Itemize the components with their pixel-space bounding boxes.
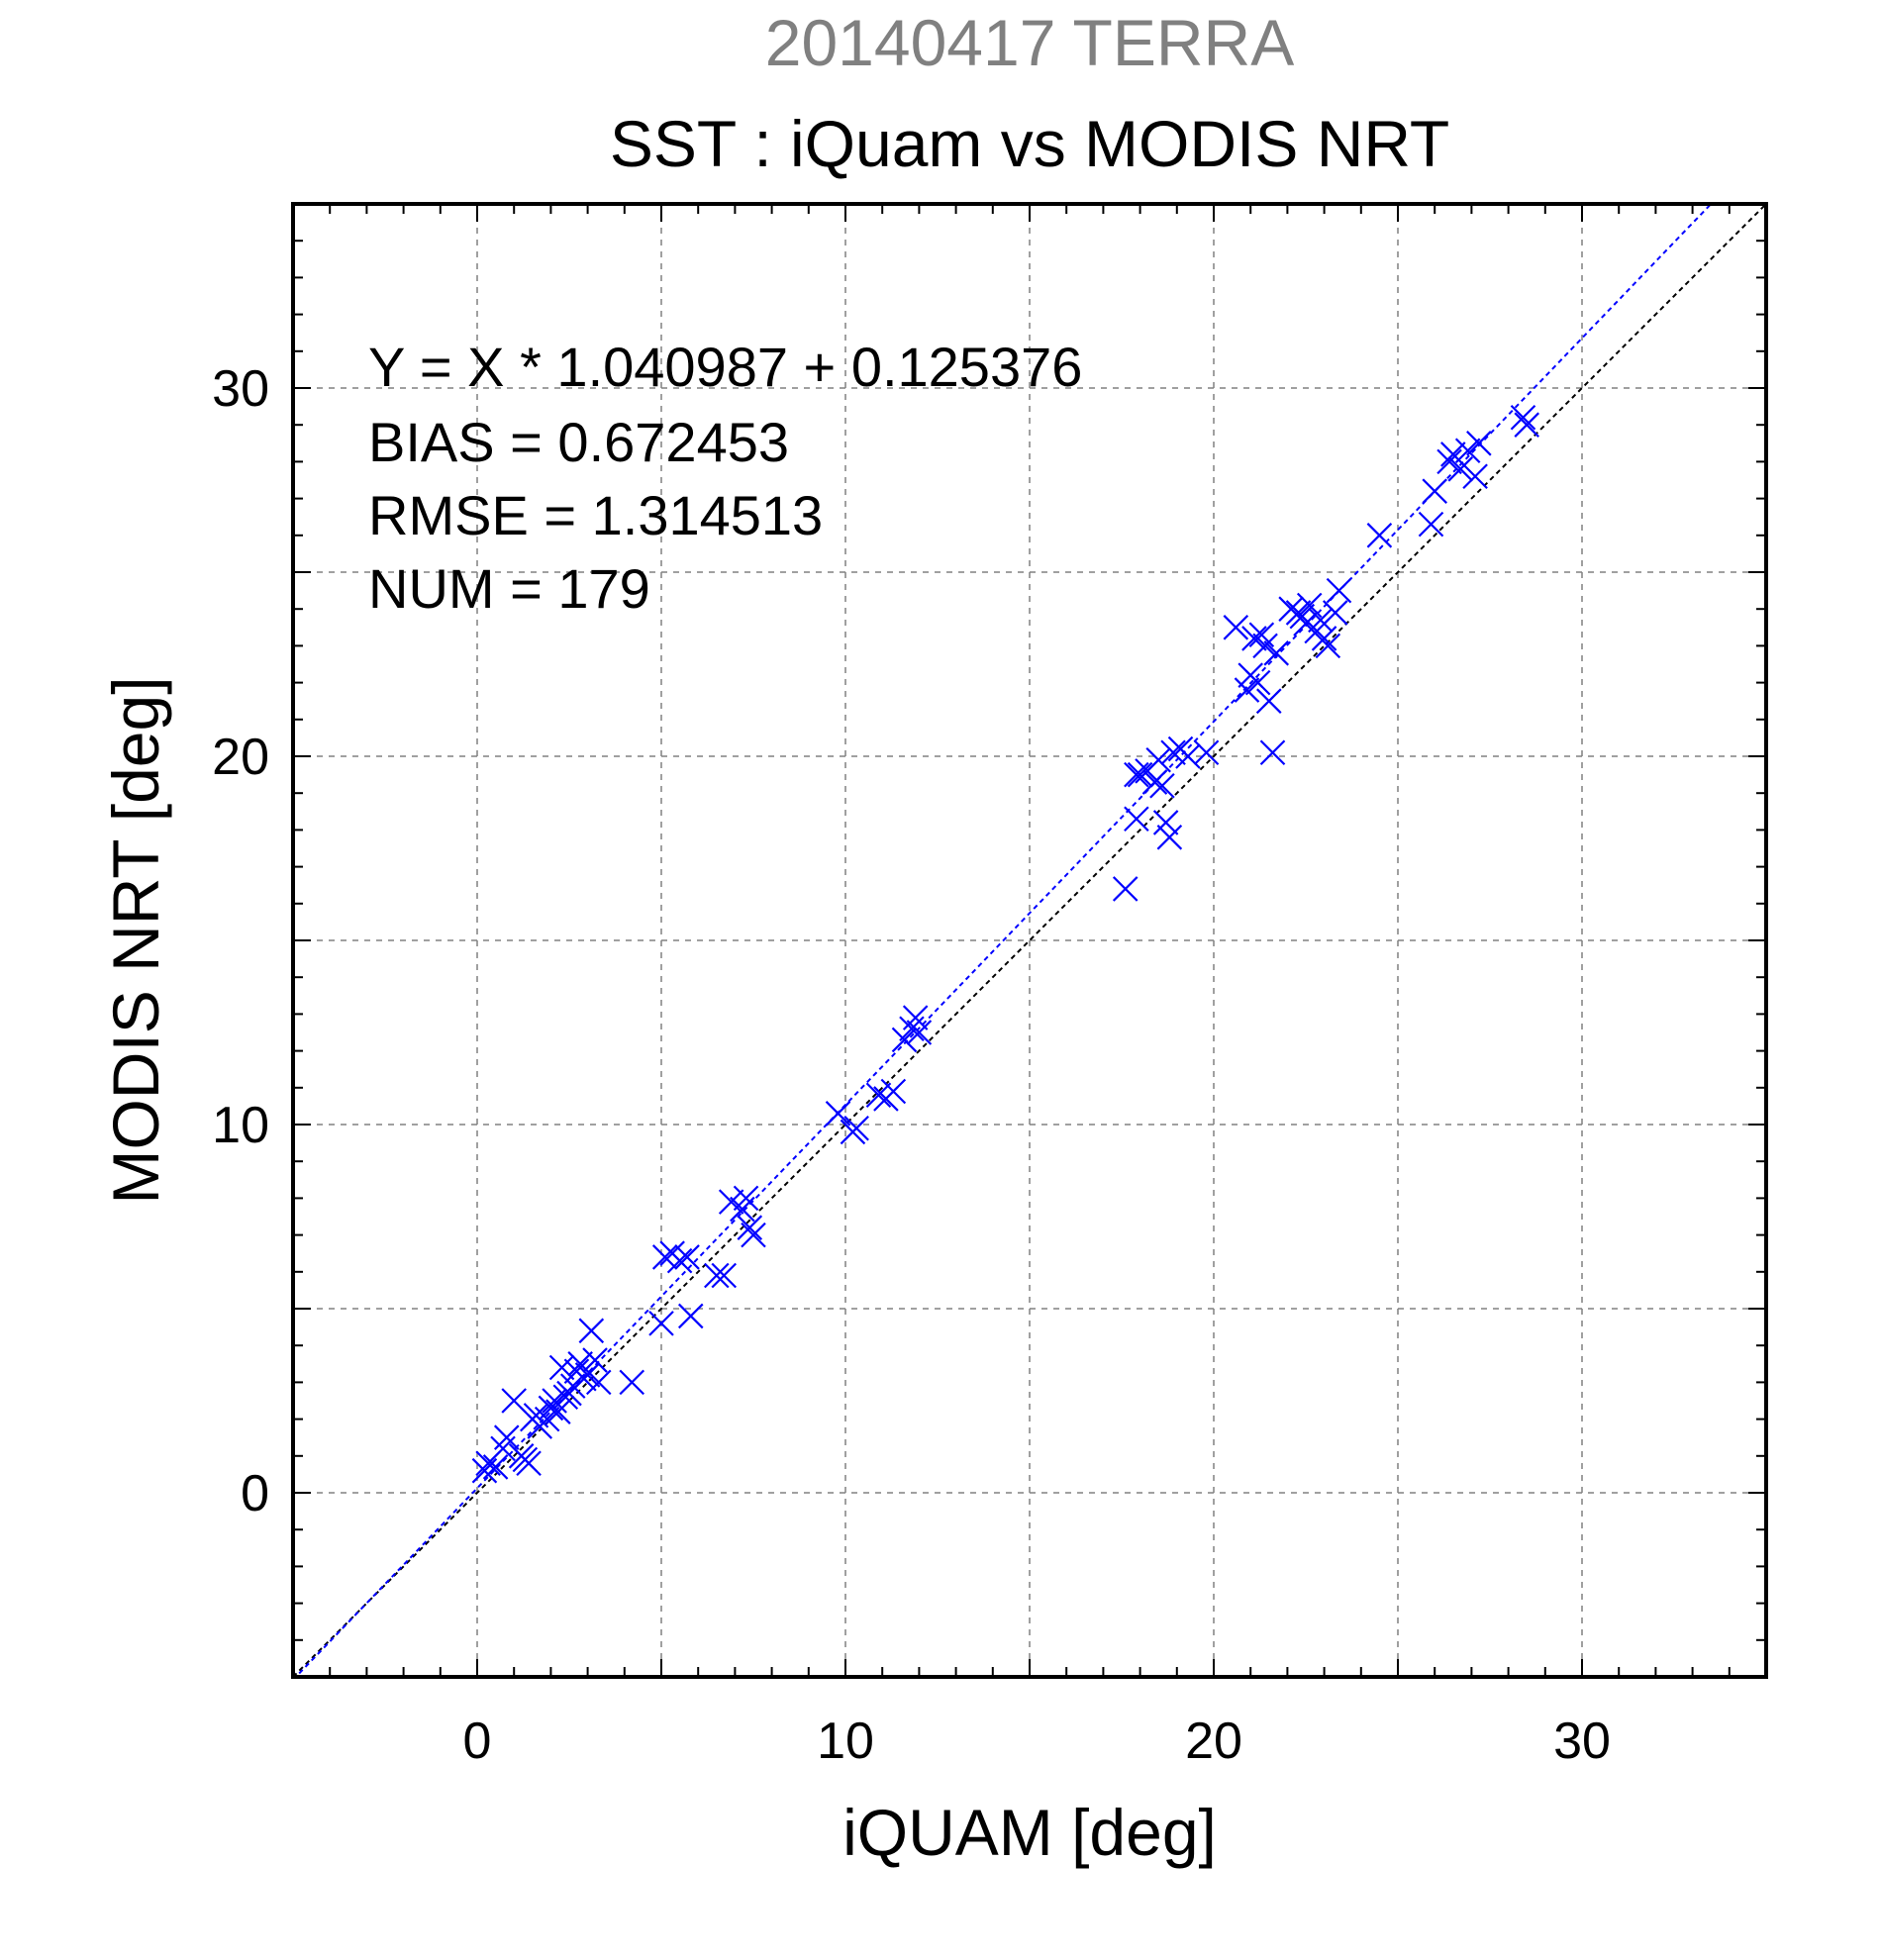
data-point (1436, 448, 1462, 475)
data-point (1112, 876, 1138, 902)
data-point (1141, 769, 1168, 795)
data-point (711, 1262, 738, 1289)
bias-value: BIAS = 0.672453 (368, 411, 789, 473)
data-point (1149, 772, 1175, 799)
y-tick-label: 0 (241, 1465, 269, 1522)
data-point (1440, 441, 1466, 467)
data-point (516, 1450, 542, 1477)
data-point (1296, 592, 1323, 619)
x-tick-label: 20 (1185, 1713, 1242, 1770)
data-point (585, 1369, 612, 1396)
data-point (1315, 633, 1341, 659)
y-axis-label: MODIS NRT [deg] (99, 676, 172, 1204)
data-point (718, 1189, 744, 1215)
data-point (619, 1369, 645, 1396)
y-tick-label: 20 (212, 729, 269, 786)
data-point (1322, 600, 1348, 626)
data-point (1510, 404, 1536, 431)
data-point (906, 1020, 933, 1045)
data-point (666, 1247, 693, 1274)
data-point (1263, 640, 1290, 666)
x-tick-label: 0 (463, 1713, 492, 1770)
x-axis-label: iQUAM [deg] (842, 1796, 1217, 1869)
data-point (651, 1244, 678, 1270)
data-point (648, 1311, 674, 1336)
data-point (825, 1101, 851, 1127)
data-point (674, 1244, 700, 1270)
data-point (1366, 523, 1393, 548)
x-tick-label: 10 (817, 1713, 874, 1770)
chart-suptitle: 20140417 TERRA (765, 6, 1294, 79)
data-point (1244, 669, 1271, 696)
regression-fit-line (294, 204, 1713, 1677)
data-point (891, 1027, 918, 1053)
y-tick-label: 30 (212, 360, 269, 418)
x-tick-label: 30 (1553, 1713, 1611, 1770)
grid (293, 204, 1766, 1677)
data-point (559, 1373, 586, 1399)
tick-labels: 0 10 20 30 0 10 20 30 (212, 360, 1611, 1770)
data-point (1252, 633, 1278, 659)
data-point (880, 1078, 907, 1105)
data-point (1454, 438, 1481, 464)
data-point (578, 1318, 605, 1344)
data-point (1311, 626, 1337, 651)
data-point (493, 1424, 520, 1450)
data-point (1193, 739, 1220, 766)
data-point (1152, 810, 1179, 835)
data-point (1293, 611, 1319, 637)
data-point (1259, 739, 1286, 766)
data-point (843, 1115, 869, 1141)
data-point (1418, 511, 1444, 538)
data-point (1422, 478, 1447, 504)
data-point (582, 1347, 608, 1373)
data-point (1447, 456, 1474, 482)
data-point (677, 1303, 704, 1329)
data-point (733, 1185, 759, 1212)
fit-equation: Y = X * 1.040987 + 0.125376 (368, 336, 1082, 398)
data-point (545, 1399, 571, 1424)
data-point (1124, 806, 1149, 833)
data-point (1326, 577, 1352, 604)
data-point (1462, 463, 1488, 490)
data-point (482, 1454, 509, 1480)
data-point (1127, 761, 1153, 788)
data-points (471, 404, 1539, 1484)
data-point (1156, 825, 1183, 850)
plot-frame (291, 202, 1768, 1679)
rmse-value: RMSE = 1.314513 (368, 484, 823, 546)
data-point (1256, 688, 1282, 714)
data-point (741, 1222, 766, 1248)
data-point (538, 1395, 564, 1421)
data-point (1514, 412, 1539, 438)
chart-title: SST : iQuam vs MODIS NRT (610, 107, 1449, 180)
data-point (902, 1005, 929, 1030)
data-point (1234, 677, 1260, 703)
y-tick-label: 10 (212, 1097, 269, 1154)
data-point (1241, 626, 1267, 651)
data-point (865, 1082, 892, 1109)
num-value: NUM = 179 (368, 557, 650, 620)
data-point (1466, 431, 1492, 456)
stats-box: Y = X * 1.040987 + 0.125376 BIAS = 0.672… (368, 336, 1082, 620)
data-point (704, 1262, 730, 1289)
data-point (574, 1362, 601, 1388)
data-point (1223, 615, 1249, 640)
data-point (737, 1215, 763, 1240)
data-point (1145, 746, 1171, 773)
data-point (1160, 739, 1186, 766)
